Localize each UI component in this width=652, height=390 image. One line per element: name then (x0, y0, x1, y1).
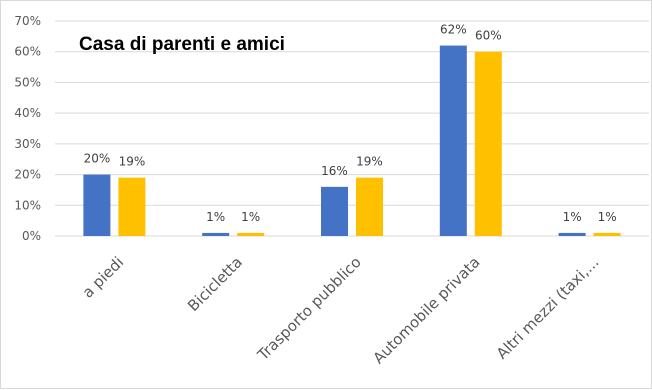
data-label: 16% (321, 164, 348, 178)
data-labels: 20% 19% 1% 1% 16% 19% 62% 60% 1% 1% (84, 23, 617, 224)
data-label: 60% (475, 29, 502, 43)
y-tick-label: 60% (14, 45, 41, 59)
data-label: 1% (598, 210, 617, 224)
bar-series-1 (202, 232, 230, 236)
y-tick-label: 70% (14, 14, 41, 28)
y-tick-label: 30% (14, 137, 41, 151)
category-label: Bicicletta (184, 253, 246, 315)
data-label: 19% (119, 155, 146, 169)
data-label: 1% (563, 210, 582, 224)
bar-series-1 (83, 174, 111, 236)
bar-series-2 (118, 177, 146, 236)
bar-series-1 (321, 186, 348, 236)
gridlines (55, 20, 649, 237)
category-labels: a piedi Bicicletta Trasporto pubblico Autom… (79, 253, 603, 367)
category-label: Automobile privata (369, 253, 483, 367)
data-label: 1% (241, 210, 260, 224)
bars (83, 45, 621, 237)
chart-title: Casa di parenti e amici (79, 34, 285, 55)
category-label: a piedi (79, 253, 127, 301)
bar-series-2 (356, 177, 383, 236)
bar-series-2 (593, 232, 621, 236)
y-tick-label: 20% (14, 168, 41, 182)
category-label: Trasporto pubblico (253, 253, 364, 364)
y-tick-label: 10% (14, 198, 41, 212)
y-tick-label: 0% (22, 229, 41, 243)
category-label: Altri mezzi (taxi,... (493, 253, 603, 363)
data-label: 62% (440, 23, 467, 37)
bar-series-2 (474, 51, 502, 236)
bar-series-1 (558, 232, 586, 236)
bar-series-2 (237, 232, 265, 236)
bar-series-1 (439, 45, 467, 237)
y-tick-label: 40% (14, 106, 41, 120)
data-label: 20% (84, 152, 111, 166)
y-tick-label: 50% (14, 75, 41, 89)
data-label: 19% (356, 155, 383, 169)
data-label: 1% (206, 210, 225, 224)
y-axis-ticks: 0% 10% 20% 30% 40% 50% 60% 70% (14, 14, 41, 243)
